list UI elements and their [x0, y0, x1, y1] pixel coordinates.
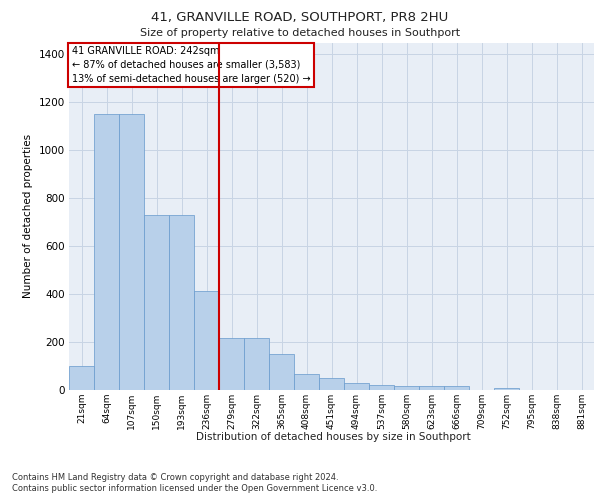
Text: Contains HM Land Registry data © Crown copyright and database right 2024.: Contains HM Land Registry data © Crown c… — [12, 472, 338, 482]
Bar — [169, 215, 194, 390]
Bar — [219, 338, 244, 390]
Bar — [194, 290, 219, 390]
Bar — [119, 114, 144, 390]
Bar — [394, 386, 419, 390]
Bar — [419, 386, 444, 390]
Text: Distribution of detached houses by size in Southport: Distribution of detached houses by size … — [196, 432, 470, 442]
Text: 41, GRANVILLE ROAD, SOUTHPORT, PR8 2HU: 41, GRANVILLE ROAD, SOUTHPORT, PR8 2HU — [151, 11, 449, 24]
Text: 41 GRANVILLE ROAD: 242sqm
← 87% of detached houses are smaller (3,583)
13% of se: 41 GRANVILLE ROAD: 242sqm ← 87% of detac… — [71, 46, 310, 84]
Bar — [444, 386, 469, 390]
Bar — [69, 366, 94, 390]
Text: Contains public sector information licensed under the Open Government Licence v3: Contains public sector information licen… — [12, 484, 377, 493]
Y-axis label: Number of detached properties: Number of detached properties — [23, 134, 33, 298]
Bar — [269, 354, 294, 390]
Bar — [294, 374, 319, 390]
Bar — [144, 215, 169, 390]
Bar — [494, 388, 519, 390]
Bar — [244, 338, 269, 390]
Bar — [344, 383, 369, 390]
Text: Size of property relative to detached houses in Southport: Size of property relative to detached ho… — [140, 28, 460, 38]
Bar — [319, 378, 344, 390]
Bar — [94, 114, 119, 390]
Bar — [369, 385, 394, 390]
